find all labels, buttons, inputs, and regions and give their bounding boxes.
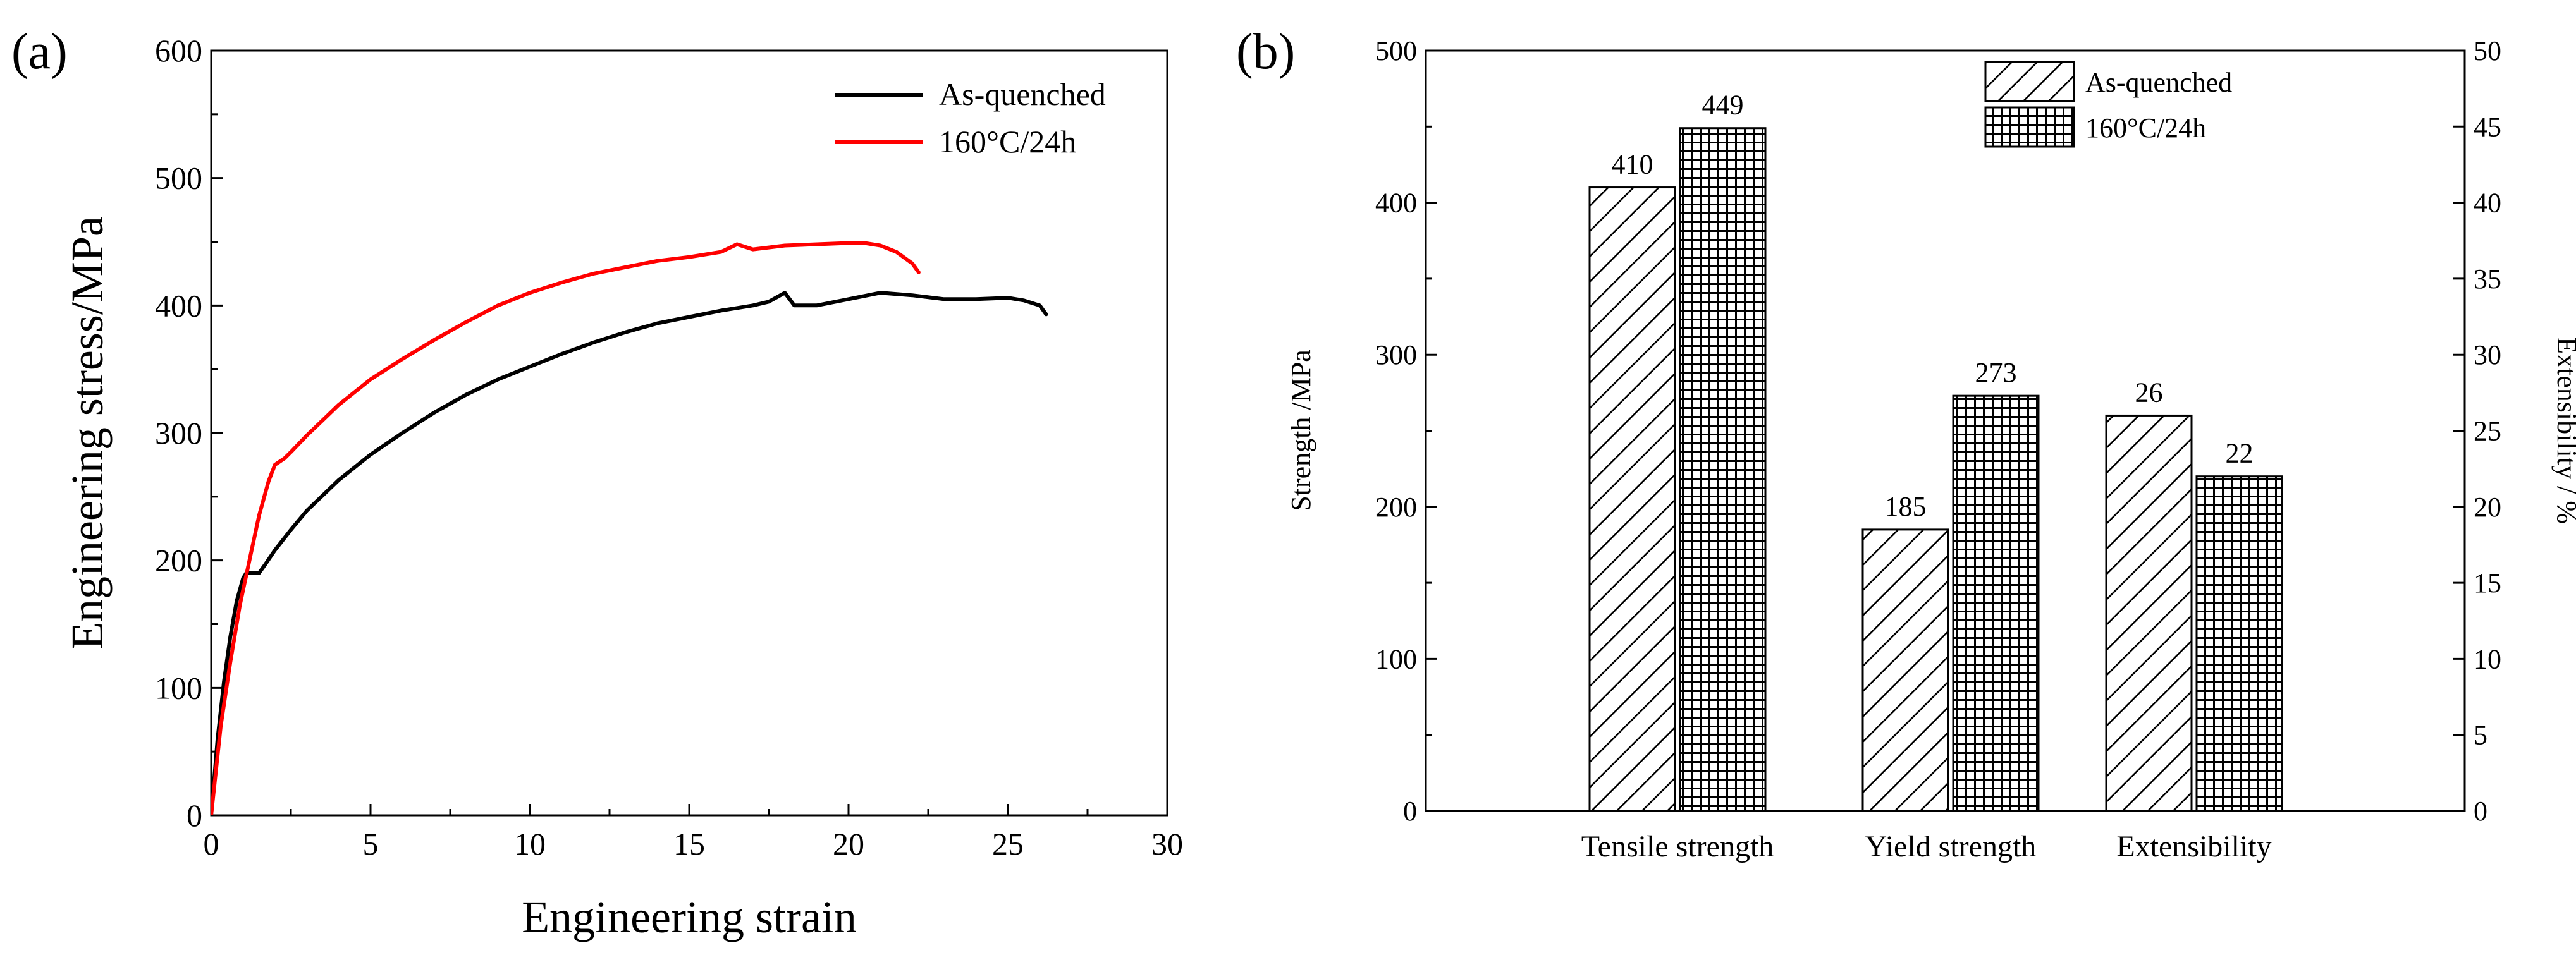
- y-tick-label: 300: [155, 415, 202, 451]
- right-y-tick-label: 45: [2474, 111, 2501, 142]
- x-tick-label: 20: [833, 826, 864, 861]
- right-y-tick-label: 15: [2474, 568, 2501, 599]
- panel-a-legend: As-quenched 160°C/24h: [835, 76, 1106, 159]
- right-y-tick-label: 50: [2474, 35, 2501, 66]
- bar-yield-strength-160-c-24h: [1952, 394, 2040, 812]
- bar-value-label: 185: [1885, 491, 1927, 522]
- bar-value-label: 273: [1975, 357, 2017, 388]
- panel-a-y-axis-title: Engineering stress/MPa: [62, 216, 113, 650]
- category-label-yield-strength: Yield strength: [1865, 830, 2037, 863]
- panel-b-right-y-axis-title: Extensibility / %: [2551, 337, 2576, 524]
- y-tick-label: 600: [155, 33, 202, 68]
- bar-value-label: 22: [2226, 438, 2254, 469]
- bar-tensile-strength-160-c-24h: [1679, 127, 1767, 812]
- panel-b-axis-ticks: 0 100 200 300 400 500 0 5 10 15 20 25 30 35 40 45 50: [1375, 35, 2501, 827]
- left-y-tick-label: 200: [1375, 492, 1417, 523]
- right-y-tick-label: 40: [2474, 188, 2501, 219]
- right-y-tick-label: 5: [2474, 720, 2487, 751]
- left-y-tick-label: 100: [1375, 643, 1417, 674]
- bar-value-label: 449: [1702, 90, 1744, 121]
- panel-a-series-group: [211, 241, 1048, 815]
- legend-label-as-quenched: As-quenched: [939, 76, 1106, 112]
- y-tick-label: 200: [155, 543, 202, 578]
- right-y-tick-label: 35: [2474, 264, 2501, 295]
- left-y-tick-label: 300: [1375, 339, 1417, 370]
- y-tick-label: 400: [155, 288, 202, 323]
- y-tick-label: 500: [155, 161, 202, 196]
- category-label-tensile-strength: Tensile strength: [1581, 830, 1774, 863]
- right-y-tick-label: 10: [2474, 643, 2501, 674]
- bar-value-label: 410: [1612, 149, 1653, 180]
- bar-value-label: 26: [2135, 377, 2163, 408]
- legend-swatch-as-quenched-hatch: [1984, 61, 2075, 102]
- panel-a-x-axis-title: Engineering strain: [522, 892, 857, 942]
- x-tick-label: 15: [673, 826, 705, 861]
- panel-b-bars-group: Tensile strength 410 449 Yield strength 185 2…: [1581, 90, 2283, 863]
- series-line-160-c-24h: [211, 241, 921, 815]
- x-tick-label: 25: [992, 826, 1024, 861]
- bar-extensibility-160-c-24h: [2195, 475, 2283, 812]
- panel-a-label: (a): [11, 24, 68, 80]
- x-tick-label: 30: [1151, 826, 1183, 861]
- right-y-tick-label: 25: [2474, 416, 2501, 447]
- right-y-tick-label: 20: [2474, 492, 2501, 523]
- y-tick-label: 100: [155, 670, 202, 705]
- panel-b-bar-chart: (b) 0 100 200 300 400 500 0 5 10 15 20 25 30 35 40 45 50…: [1236, 24, 2576, 863]
- bar-tensile-strength-as-quenched: [1588, 186, 1676, 812]
- legend-swatch-160c-24h-grid: [1984, 106, 2075, 148]
- legend-label-160c-24h: 160°C/24h: [939, 124, 1076, 159]
- legend-label-160c-24h: 160°C/24h: [2085, 113, 2206, 143]
- panel-b-legend: As-quenched 160°C/24h: [1984, 61, 2232, 148]
- right-y-tick-label: 30: [2474, 339, 2501, 370]
- panel-b-left-y-axis-title: Strength /MPa: [1285, 350, 1316, 511]
- category-label-extensibility: Extensibility: [2116, 830, 2271, 863]
- bar-extensibility-as-quenched: [2105, 414, 2193, 812]
- right-y-tick-label: 0: [2474, 796, 2487, 827]
- bar-yield-strength-as-quenched: [1861, 528, 1949, 812]
- legend-label-as-quenched: As-quenched: [2085, 67, 2232, 98]
- x-tick-label: 0: [204, 826, 219, 861]
- left-y-tick-label: 0: [1403, 796, 1417, 827]
- x-tick-label: 10: [514, 826, 546, 861]
- left-y-tick-label: 500: [1375, 35, 1417, 66]
- x-tick-label: 5: [363, 826, 379, 861]
- series-line-as-quenched: [211, 291, 1048, 815]
- panel-a-plot-frame: [210, 49, 1168, 817]
- panel-b-label: (b): [1236, 24, 1295, 80]
- left-y-tick-label: 400: [1375, 188, 1417, 219]
- y-tick-label: 0: [187, 798, 202, 833]
